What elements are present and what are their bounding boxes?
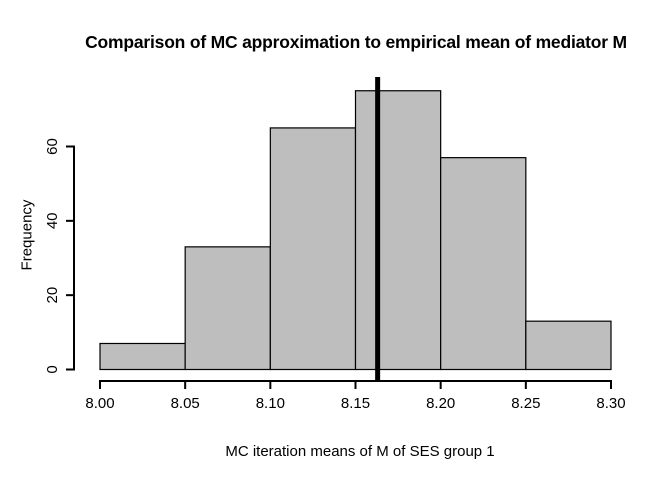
histogram-bar xyxy=(354,90,442,371)
x-tick-label: 8.00 xyxy=(85,395,114,412)
chart-title: Comparison of MC approximation to empiri… xyxy=(85,32,627,52)
x-tick-label: 8.30 xyxy=(596,395,625,412)
histogram-bar xyxy=(525,320,612,371)
y-tick-label: 20 xyxy=(44,287,61,304)
y-tick-label: 60 xyxy=(44,138,61,155)
histogram-bar xyxy=(99,342,186,371)
histogram-bar xyxy=(184,246,271,371)
x-tick-label: 8.10 xyxy=(256,395,285,412)
x-tick-label: 8.05 xyxy=(171,395,200,412)
x-tick-label: 8.25 xyxy=(511,395,540,412)
x-tick-label: 8.20 xyxy=(426,395,455,412)
x-tick-label: 8.15 xyxy=(341,395,370,412)
x-axis-label: MC iteration means of M of SES group 1 xyxy=(225,443,495,460)
y-tick-label: 40 xyxy=(44,212,61,229)
histogram-bar xyxy=(440,157,527,371)
y-tick-label: 0 xyxy=(44,365,61,373)
histogram-bar xyxy=(269,127,357,371)
